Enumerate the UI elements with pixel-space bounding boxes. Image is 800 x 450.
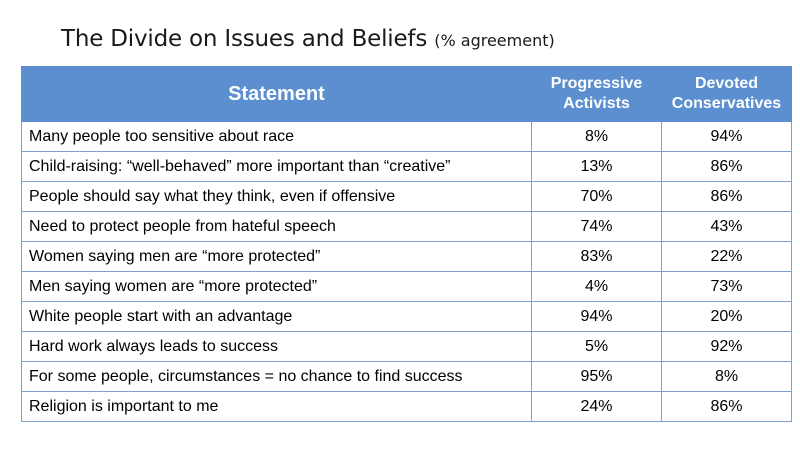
- progressive-value-cell: 94%: [531, 301, 662, 332]
- header-devoted-conservatives: Devoted Conservatives: [661, 66, 792, 122]
- conservative-value-cell: 8%: [661, 361, 792, 392]
- conservative-value-cell: 86%: [661, 181, 792, 212]
- header-conservatives-line2: Conservatives: [671, 95, 782, 112]
- statement-cell: Many people too sensitive about race: [21, 121, 532, 152]
- table-header: Statement Progressive Activists Devoted …: [21, 66, 792, 122]
- table-body: Many people too sensitive about race 8% 94…: [21, 121, 792, 422]
- table-row: Need to protect people from hateful spee…: [21, 211, 792, 242]
- statement-cell: Religion is important to me: [21, 391, 532, 422]
- progressive-value-cell: 83%: [531, 241, 662, 272]
- header-progressive-line2: Activists: [563, 95, 630, 112]
- table-row: People should say what they think, even …: [21, 181, 792, 212]
- table-row: For some people, circumstances = no chan…: [21, 361, 792, 392]
- progressive-value-cell: 13%: [531, 151, 662, 182]
- table-row: White people start with an advantage 94% 2…: [21, 301, 792, 332]
- header-row: Statement Progressive Activists Devoted …: [21, 66, 792, 122]
- statement-cell: People should say what they think, even …: [21, 181, 532, 212]
- conservative-value-cell: 92%: [661, 331, 792, 362]
- statement-cell: Child-raising: “well-behaved” more impor…: [21, 151, 532, 182]
- progressive-value-cell: 24%: [531, 391, 662, 422]
- progressive-value-cell: 74%: [531, 211, 662, 242]
- progressive-value-cell: 5%: [531, 331, 662, 362]
- slide-title-main: The Divide on Issues and Beliefs: [61, 26, 428, 52]
- progressive-value-cell: 70%: [531, 181, 662, 212]
- progressive-value-cell: 4%: [531, 271, 662, 302]
- slide-title-subtitle: (% agreement): [434, 31, 555, 50]
- table-row: Child-raising: “well-behaved” more impor…: [21, 151, 792, 182]
- table-row: Women saying men are “more protected” 83%…: [21, 241, 792, 272]
- conservative-value-cell: 94%: [661, 121, 792, 152]
- statement-cell: Men saying women are “more protected”: [21, 271, 532, 302]
- conservative-value-cell: 20%: [661, 301, 792, 332]
- conservative-value-cell: 86%: [661, 391, 792, 422]
- table-row: Men saying women are “more protected” 4% 7…: [21, 271, 792, 302]
- conservative-value-cell: 43%: [661, 211, 792, 242]
- statement-cell: White people start with an advantage: [21, 301, 532, 332]
- header-progressive-line1: Progressive: [550, 75, 643, 92]
- statement-cell: Hard work always leads to success: [21, 331, 532, 362]
- progressive-value-cell: 95%: [531, 361, 662, 392]
- statement-cell: For some people, circumstances = no chan…: [21, 361, 532, 392]
- conservative-value-cell: 86%: [661, 151, 792, 182]
- table-row: Hard work always leads to success 5% 92%: [21, 331, 792, 362]
- progressive-value-cell: 8%: [531, 121, 662, 152]
- table-row: Many people too sensitive about race 8% 94…: [21, 121, 792, 152]
- slide-title: The Divide on Issues and Beliefs (% agre…: [61, 26, 555, 52]
- header-conservatives-line1: Devoted: [694, 75, 759, 92]
- header-statement: Statement: [21, 66, 532, 122]
- header-progressive-activists: Progressive Activists: [531, 66, 662, 122]
- table-row: Religion is important to me 24% 86%: [21, 391, 792, 422]
- issues-table: Statement Progressive Activists Devoted …: [21, 66, 792, 422]
- conservative-value-cell: 73%: [661, 271, 792, 302]
- conservative-value-cell: 22%: [661, 241, 792, 272]
- statement-cell: Need to protect people from hateful spee…: [21, 211, 532, 242]
- statement-cell: Women saying men are “more protected”: [21, 241, 532, 272]
